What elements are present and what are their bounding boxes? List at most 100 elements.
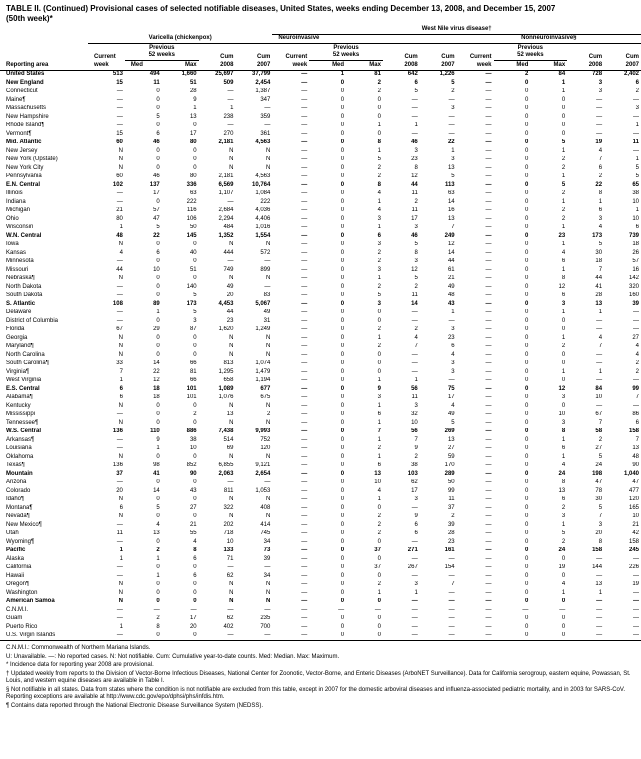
col-reporting-area: Reporting area (0, 25, 88, 70)
cell: 62 (199, 615, 236, 624)
cell: 47 (125, 215, 162, 224)
cell: — (88, 317, 125, 326)
cell: 21 (420, 275, 457, 284)
cell: 3 (604, 105, 641, 114)
cell: 28 (420, 530, 457, 539)
cell: — (457, 266, 494, 275)
cell: 1 (346, 147, 383, 156)
table-row: Massachusetts—011——00—3—00—3 (0, 105, 641, 114)
cell: — (457, 428, 494, 437)
table-row: Delaware—154449—00—1—011— (0, 309, 641, 318)
cell: — (88, 615, 125, 624)
cell: N (199, 419, 236, 428)
cell: 1 (530, 266, 567, 275)
cell: 0 (494, 547, 531, 556)
cell: 84 (530, 70, 567, 79)
cell: 0 (309, 317, 346, 326)
cell: 46 (125, 139, 162, 148)
cell: 4 (420, 402, 457, 411)
cell: 1 (346, 589, 383, 598)
cell: 1 (346, 453, 383, 462)
cell: 0 (309, 207, 346, 216)
cell: 15 (88, 130, 125, 139)
cell: N (88, 351, 125, 360)
cell: 1 (530, 147, 567, 156)
cell: 749 (199, 266, 236, 275)
cell: — (272, 283, 309, 292)
cell: 12 (125, 377, 162, 386)
cell: 2,654 (235, 470, 272, 479)
cell: N (235, 581, 272, 590)
cell: 11 (383, 207, 420, 216)
cell: — (272, 173, 309, 182)
cell: — (272, 215, 309, 224)
table-row: Rhode Island¶—00———011——00—1 (0, 122, 641, 131)
cell: — (457, 198, 494, 207)
cell: — (272, 156, 309, 165)
cell: N (199, 598, 236, 607)
cell: 2 (604, 88, 641, 97)
table-row: West Virginia112666581,194—011——00—— (0, 377, 641, 386)
cell: 49 (420, 283, 457, 292)
cell: 3 (383, 224, 420, 233)
cell: — (88, 572, 125, 581)
cell: — (272, 96, 309, 105)
cell: 5 (125, 113, 162, 122)
cell: 2 (346, 521, 383, 530)
cell: 2 (530, 207, 567, 216)
cell: 0 (309, 555, 346, 564)
cell: 12 (530, 385, 567, 394)
h-max-2: Max (346, 61, 383, 71)
cell: — (457, 504, 494, 513)
cell: 3 (530, 394, 567, 403)
cell: — (272, 190, 309, 199)
cell: 4 (346, 190, 383, 199)
cell: 5 (346, 156, 383, 165)
cell: 18 (125, 385, 162, 394)
cell: 170 (420, 462, 457, 471)
cell: — (420, 615, 457, 624)
table-row: Oregon¶N00NN—0237—041319 (0, 581, 641, 590)
cell: 24 (530, 547, 567, 556)
cell: 0 (309, 581, 346, 590)
cell: — (272, 198, 309, 207)
table-row: Arizona—00———0106250—084747 (0, 479, 641, 488)
cell: — (457, 555, 494, 564)
cell: 1 (88, 623, 125, 632)
cell: 0 (309, 190, 346, 199)
table-row: California—00———037267154—019144226 (0, 564, 641, 573)
cell: 12 (530, 283, 567, 292)
cell: 0 (309, 538, 346, 547)
cell: 402 (199, 623, 236, 632)
cell: 5 (530, 139, 567, 148)
cell: 144 (567, 564, 604, 573)
cell: — (457, 224, 494, 233)
row-label: Vermont¶ (0, 130, 88, 139)
table-row: Maryland¶N00NN—0276—0274 (0, 343, 641, 352)
cell: 4,406 (235, 215, 272, 224)
cell: 0 (309, 96, 346, 105)
cell: — (604, 326, 641, 335)
cell: 0 (494, 122, 531, 131)
table-row: Minnesota—00———02344—061857 (0, 258, 641, 267)
cell: — (604, 572, 641, 581)
cell: 0 (494, 487, 531, 496)
cell: 0 (494, 598, 531, 607)
row-label: Louisiana (0, 445, 88, 454)
cell: 0 (309, 470, 346, 479)
cell: 0 (125, 147, 162, 156)
cell: 0 (494, 232, 531, 241)
cell: 0 (346, 615, 383, 624)
cell: 0 (309, 445, 346, 454)
cell: 25,697 (199, 70, 236, 79)
cell: 4 (346, 487, 383, 496)
cell: 0 (125, 241, 162, 250)
table-row: Alabama¶6181011,076675—031117—03107 (0, 394, 641, 403)
cell: 0 (162, 258, 199, 267)
cell: N (88, 496, 125, 505)
prev-label-3: Previous (518, 45, 543, 51)
cell: — (272, 360, 309, 369)
cell: — (272, 436, 309, 445)
cell: 0 (125, 598, 162, 607)
cell: 0 (494, 300, 531, 309)
